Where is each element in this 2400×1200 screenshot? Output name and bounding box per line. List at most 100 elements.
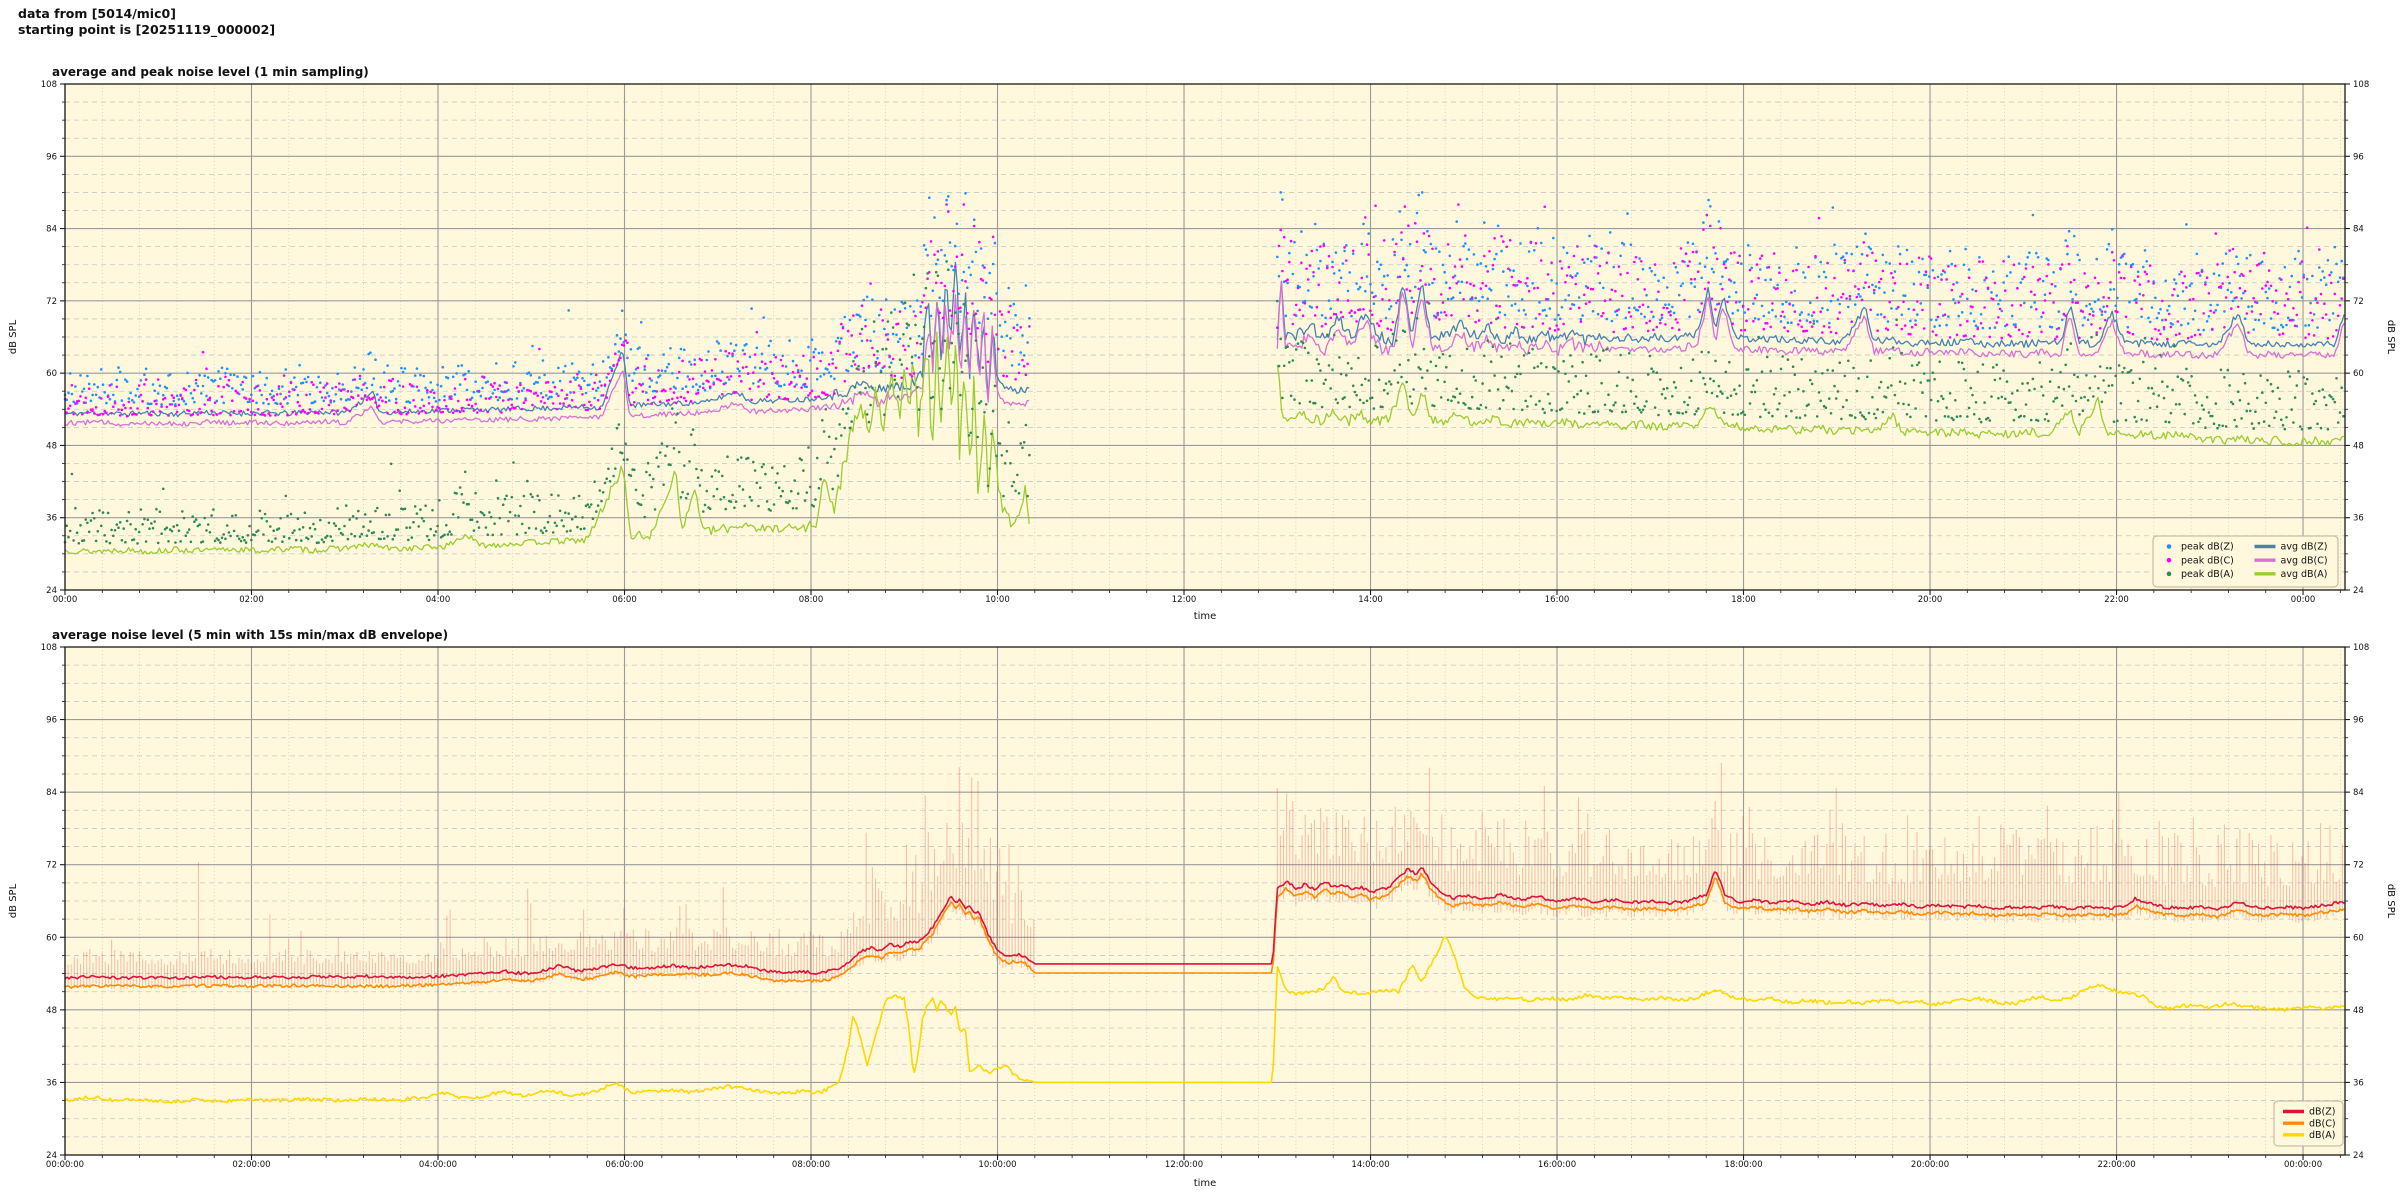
y-axis-label-left: dB SPL: [8, 319, 19, 354]
x-tick-label: 04:00:00: [419, 1160, 457, 1170]
legend-label: peak dB(Z): [2181, 542, 2234, 553]
legend-marker-dot: [2166, 544, 2172, 549]
x-tick-label: 18:00:00: [1724, 1160, 1762, 1170]
line-avg-db-a-: [1276, 364, 2345, 447]
chart-title: average noise level (5 min with 15s min/…: [52, 628, 448, 642]
x-tick-label: 10:00:00: [978, 1160, 1016, 1170]
y-tick-label-right: 96: [2353, 716, 2364, 726]
legend-label: avg dB(C): [2281, 555, 2328, 566]
x-tick-label: 06:00:00: [605, 1160, 643, 1170]
chart-title: average and peak noise level (1 min samp…: [52, 65, 369, 79]
y-tick-label-right: 36: [2353, 514, 2364, 524]
x-tick-label: 12:00:00: [1165, 1160, 1203, 1170]
y-tick-label-left: 24: [46, 586, 57, 596]
y-tick-label-left: 84: [46, 788, 57, 798]
y-axis-label-left: dB SPL: [8, 883, 19, 918]
line-avg-db-a-: [64, 331, 1030, 555]
x-tick-label: 02:00:00: [232, 1160, 270, 1170]
y-tick-label-right: 108: [2353, 643, 2369, 653]
y-tick-label-left: 48: [46, 1006, 57, 1016]
top-chart: 00:00 02:00 04:00 06:00 08:00 10:00 12:00 14:00…: [8, 65, 2396, 622]
line-avg-db-z-: [64, 261, 1030, 418]
x-tick-label: 14:00:00: [1351, 1160, 1389, 1170]
legend-box: [2152, 535, 2339, 588]
y-tick-label-right: 84: [2353, 788, 2364, 798]
y-tick-label-right: 48: [2353, 1006, 2364, 1016]
axes-ticks-labels: 00:00:00 02:00:00 04:00:00 06:00:00 08:00:00…: [41, 643, 2369, 1170]
x-tick-label: 22:00:00: [2097, 1160, 2135, 1170]
y-axis-label-right: dB SPL: [2385, 884, 2396, 919]
legend-label: dB(C): [2309, 1118, 2336, 1129]
x-tick-label: 16:00:00: [1538, 1160, 1576, 1170]
x-tick-label: 08:00:00: [792, 1160, 830, 1170]
x-tick-label: 00:00:00: [46, 1160, 84, 1170]
legend-label: dB(Z): [2309, 1107, 2335, 1118]
figure-header: data from [5014/mic0] starting point is …: [18, 6, 275, 39]
x-tick-label: 22:00: [2104, 595, 2129, 605]
y-tick-label-left: 84: [46, 225, 57, 235]
y-tick-label-left: 36: [46, 1078, 57, 1088]
y-tick-label-right: 24: [2353, 1151, 2364, 1161]
x-tick-label: 06:00: [612, 595, 637, 605]
line-db-z-: [64, 867, 2345, 980]
y-axis-label-right: dB SPL: [2385, 320, 2396, 355]
x-tick-label: 18:00: [1731, 595, 1756, 605]
x-tick-label: 20:00:00: [1911, 1160, 1949, 1170]
y-tick-label-right: 48: [2353, 441, 2364, 451]
y-tick-label-right: 84: [2353, 225, 2364, 235]
bottom-chart: 00:00:00 02:00:00 04:00:00 06:00:00 08:00:00…: [8, 628, 2396, 1189]
x-tick-label: 00:00: [2291, 595, 2316, 605]
legend-label: peak dB(A): [2181, 569, 2234, 580]
y-tick-label-left: 72: [46, 297, 57, 307]
y-tick-label-left: 108: [41, 643, 57, 653]
line-avg-db-c-: [1276, 280, 2345, 360]
y-tick-label-right: 72: [2353, 861, 2364, 871]
x-tick-label: 14:00: [1358, 595, 1383, 605]
line-db-c-: [64, 872, 2345, 989]
legend-label: avg dB(A): [2281, 569, 2328, 580]
legend: peak dB(Z) peak dB(C) peak dB(A) avg dB(Z) a…: [2152, 535, 2339, 588]
y-tick-label-left: 96: [46, 152, 57, 162]
legend-marker-dot: [2166, 571, 2172, 577]
x-tick-label: 10:00: [985, 595, 1010, 605]
y-tick-label-left: 24: [46, 1151, 57, 1161]
line-db-a-: [64, 936, 2345, 1104]
x-tick-label: 00:00:00: [2284, 1160, 2322, 1170]
header-start-line: starting point is [20251119_000002]: [18, 22, 276, 38]
x-axis-label: time: [1194, 611, 1217, 622]
series-layer: [64, 762, 2345, 1104]
y-tick-label-left: 48: [46, 441, 57, 451]
x-tick-label: 02:00: [239, 595, 264, 605]
y-tick-label-right: 72: [2353, 297, 2364, 307]
line-avg-db-z-: [1276, 280, 2345, 349]
legend: dB(Z)dB(C)dB(A): [2273, 1100, 2344, 1147]
y-tick-label-left: 96: [46, 716, 57, 726]
x-tick-label: 04:00: [426, 595, 451, 605]
minor-grid: [65, 647, 2345, 1155]
axes-ticks-labels: 00:00 02:00 04:00 06:00 08:00 10:00 12:00 14:00…: [41, 80, 2369, 605]
y-tick-label-right: 60: [2353, 933, 2364, 943]
legend-label: dB(A): [2309, 1130, 2335, 1141]
y-tick-label-right: 36: [2353, 1078, 2364, 1088]
x-tick-label: 08:00: [799, 595, 824, 605]
legend-label: avg dB(Z): [2281, 542, 2328, 553]
line-avg-db-c-: [64, 294, 1030, 427]
y-tick-label-right: 108: [2353, 80, 2369, 90]
y-tick-label-right: 96: [2353, 152, 2364, 162]
y-tick-label-left: 60: [46, 369, 57, 379]
y-tick-label-left: 36: [46, 514, 57, 524]
y-tick-label-left: 72: [46, 861, 57, 871]
y-tick-label-right: 60: [2353, 369, 2364, 379]
x-tick-label: 16:00: [1545, 595, 1570, 605]
legend-label: peak dB(C): [2181, 555, 2234, 566]
y-tick-label-right: 24: [2353, 586, 2364, 596]
x-tick-label: 12:00: [1172, 595, 1197, 605]
header-source-line: data from [5014/mic0]: [18, 6, 176, 21]
x-tick-label: 00:00: [53, 595, 78, 605]
y-tick-label-left: 108: [41, 80, 57, 90]
x-tick-label: 20:00: [1918, 595, 1943, 605]
legend-marker-dot: [2166, 557, 2172, 563]
y-tick-label-left: 60: [46, 933, 57, 943]
